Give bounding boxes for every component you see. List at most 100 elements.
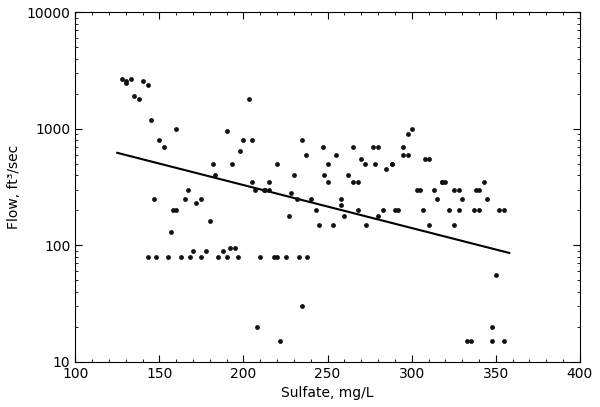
Point (488, 323, 497, 330)
Point (368, 144, 378, 150)
Point (275, 338, 285, 344)
Point (318, 144, 328, 150)
Point (183, 186, 193, 193)
Point (343, 172, 353, 178)
Point (370, 161, 379, 167)
Point (469, 207, 479, 213)
Point (185, 253, 194, 260)
Point (281, 253, 290, 260)
Point (412, 186, 422, 193)
Point (437, 179, 447, 185)
Point (233, 253, 243, 260)
Point (155, 137, 164, 143)
Point (143, 253, 152, 260)
Point (390, 207, 400, 213)
Point (311, 207, 320, 213)
Point (134, 96, 144, 103)
Point (353, 179, 362, 185)
Point (499, 207, 509, 213)
Point (387, 161, 397, 167)
Point (214, 253, 223, 260)
Point (421, 156, 430, 162)
Point (191, 200, 201, 206)
Point (429, 186, 439, 193)
Point (449, 186, 458, 193)
Point (373, 144, 383, 150)
Point (353, 207, 362, 213)
Point (474, 186, 484, 193)
Point (440, 179, 450, 185)
Point (348, 144, 358, 150)
Point (227, 161, 236, 167)
Point (319, 172, 329, 178)
Point (202, 247, 211, 254)
Point (247, 179, 257, 185)
Point (239, 137, 248, 143)
Point (121, 79, 131, 86)
Point (499, 338, 509, 344)
Point (404, 131, 413, 138)
Point (163, 253, 173, 260)
Point (479, 179, 489, 185)
Point (466, 338, 475, 344)
Point (360, 161, 370, 167)
Point (222, 253, 232, 260)
Point (250, 186, 260, 193)
Point (482, 196, 492, 202)
Point (235, 147, 245, 154)
Point (387, 161, 397, 167)
Point (286, 190, 295, 197)
Point (197, 253, 206, 260)
Point (407, 126, 416, 132)
Point (160, 144, 169, 150)
Point (398, 151, 408, 158)
Point (488, 338, 497, 344)
Point (256, 253, 265, 260)
Point (218, 247, 228, 254)
Point (463, 338, 472, 344)
Point (146, 116, 156, 123)
Point (449, 221, 458, 228)
Point (208, 161, 218, 167)
Point (432, 196, 442, 202)
Point (252, 323, 262, 330)
Point (314, 221, 324, 228)
Point (336, 202, 346, 209)
Point (172, 207, 181, 213)
Point (415, 186, 425, 193)
Point (260, 186, 270, 193)
Point (264, 186, 274, 193)
X-axis label: Sulfate, mg/L: Sulfate, mg/L (281, 386, 374, 400)
Point (404, 151, 413, 158)
Point (293, 196, 302, 202)
Point (298, 137, 307, 143)
Point (454, 207, 464, 213)
Point (361, 221, 371, 228)
Point (302, 253, 312, 260)
Point (118, 75, 127, 82)
Point (230, 245, 240, 251)
Point (264, 179, 274, 185)
Point (474, 207, 484, 213)
Point (205, 218, 215, 225)
Point (126, 75, 136, 82)
Point (424, 221, 433, 228)
Point (444, 207, 454, 213)
Point (298, 303, 307, 309)
Point (121, 77, 131, 84)
Point (356, 156, 366, 162)
Point (294, 253, 304, 260)
Point (188, 247, 198, 254)
Point (269, 253, 278, 260)
Point (382, 166, 391, 173)
Point (168, 207, 178, 213)
Point (301, 151, 311, 158)
Point (149, 196, 159, 202)
Point (394, 207, 403, 213)
Point (323, 161, 332, 167)
Point (306, 196, 316, 202)
Point (244, 96, 253, 103)
Point (143, 81, 152, 88)
Point (130, 93, 139, 100)
Point (272, 161, 282, 167)
